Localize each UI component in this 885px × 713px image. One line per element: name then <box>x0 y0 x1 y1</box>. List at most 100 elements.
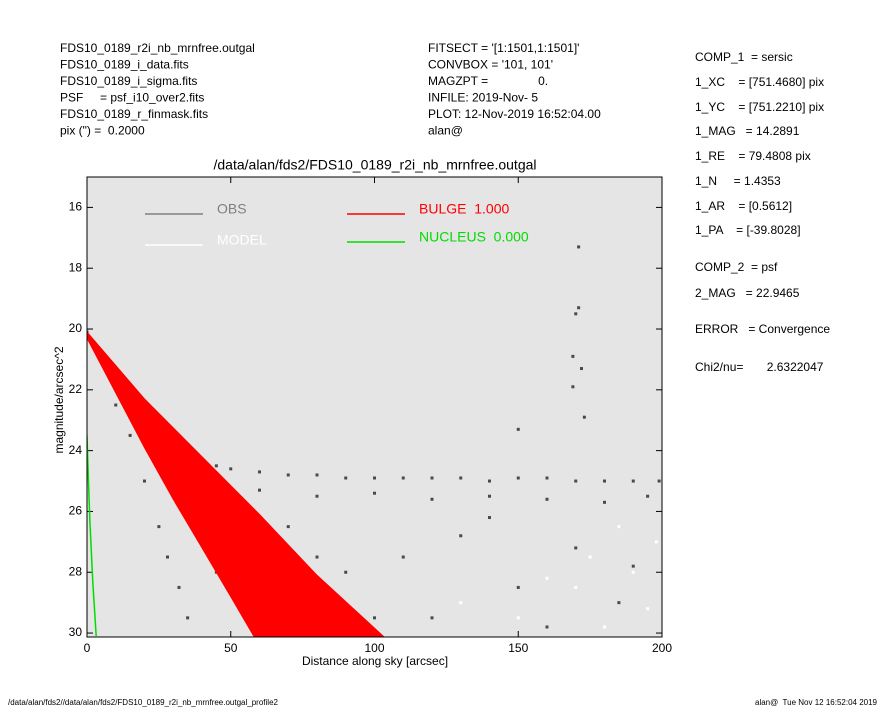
data-point <box>401 476 405 480</box>
info-middle: FITSECT = '[1:1501,1:1501]' <box>428 41 579 55</box>
legend-label: OBS <box>217 201 247 217</box>
profile-band <box>87 331 385 637</box>
info-right: 2_MAG = 22.9465 <box>695 286 800 300</box>
info-middle: alan@ <box>428 124 463 138</box>
data-point <box>315 555 319 559</box>
data-point <box>631 570 635 574</box>
data-point <box>488 516 491 520</box>
data-point <box>258 470 261 474</box>
data-point <box>128 433 132 437</box>
data-point <box>186 616 190 620</box>
legend-label: NUCLEUS 0.000 <box>419 229 529 245</box>
data-point <box>545 497 549 501</box>
info-right: 1_MAG = 14.2891 <box>695 124 800 138</box>
data-point <box>516 585 520 589</box>
info-right: 1_AR = [0.5612] <box>695 199 792 213</box>
x-tick-label: 0 <box>84 641 91 655</box>
x-axis-label: Distance along sky [arcsec] <box>302 654 448 668</box>
data-point <box>631 479 635 483</box>
info-middle: MAGZPT = 0. <box>428 74 548 88</box>
data-point <box>577 306 581 310</box>
info-right: Chi2/nu= 2.6322047 <box>695 360 824 374</box>
info-middle: PLOT: 12-Nov-2019 16:52:04.00 <box>428 107 601 121</box>
data-point <box>315 473 319 477</box>
data-point <box>459 476 463 480</box>
y-tick-label: 20 <box>69 321 83 335</box>
info-right: ERROR = Convergence <box>695 322 830 336</box>
x-tick-label: 200 <box>652 641 672 655</box>
profile-line <box>87 435 97 637</box>
info-left: FDS10_0189_r2i_nb_mrnfree.outgal <box>60 41 255 55</box>
data-point <box>258 488 261 492</box>
data-point <box>516 476 520 480</box>
info-left: PSF = psf_i10_over2.fits <box>60 91 204 105</box>
data-point <box>582 415 586 419</box>
data-point <box>286 525 290 529</box>
data-point <box>177 585 181 589</box>
data-point <box>214 464 218 468</box>
legend-label: BULGE 1.000 <box>419 201 509 217</box>
data-point <box>166 555 169 559</box>
info-right: 1_N = 1.4353 <box>695 174 781 188</box>
data-point <box>373 491 376 495</box>
data-point <box>631 564 635 568</box>
data-point <box>373 476 376 480</box>
data-point <box>488 494 491 498</box>
y-tick-label: 24 <box>69 443 83 457</box>
info-left: FDS10_0189_i_sigma.fits <box>60 74 197 88</box>
data-point <box>574 312 578 316</box>
data-point <box>315 494 319 498</box>
x-tick-label: 150 <box>508 641 528 655</box>
info-left: pix (") = 0.2000 <box>60 124 145 138</box>
plot-marks <box>87 245 661 637</box>
info-middle: CONVBOX = '101, 101' <box>428 58 553 72</box>
data-point <box>430 476 434 480</box>
info-middle: INFILE: 2019-Nov- 5 <box>428 91 538 105</box>
data-point <box>430 616 434 620</box>
y-tick-label: 28 <box>69 564 83 578</box>
info-left: FDS10_0189_i_data.fits <box>60 58 189 72</box>
plot-area <box>87 177 662 637</box>
data-point <box>143 479 146 483</box>
data-point <box>87 330 89 334</box>
data-point <box>114 403 118 407</box>
data-point <box>545 576 549 580</box>
data-point <box>373 616 376 620</box>
data-point <box>603 479 606 483</box>
y-tick-label: 18 <box>69 260 83 274</box>
data-point <box>229 467 233 471</box>
data-point <box>344 570 348 574</box>
data-point <box>459 534 463 538</box>
plot-border <box>86 176 663 638</box>
info-right: 1_XC = [751.4680] pix <box>695 75 824 89</box>
data-point <box>157 525 161 529</box>
info-right: 1_PA = [-39.8028] <box>695 223 801 237</box>
info-left: FDS10_0189_r_finmask.fits <box>60 107 208 121</box>
y-axis-label: magnitude/arcsec^2 <box>52 346 66 453</box>
data-point <box>603 625 606 629</box>
info-right: COMP_2 = psf <box>695 260 778 274</box>
data-point <box>430 497 434 501</box>
info-right: COMP_1 = sersic <box>695 50 793 64</box>
data-point <box>646 494 650 498</box>
data-point <box>577 245 581 249</box>
data-point <box>516 427 520 431</box>
data-point <box>545 476 549 480</box>
data-point <box>646 607 650 611</box>
data-point <box>603 500 606 504</box>
data-point <box>459 601 463 605</box>
data-point <box>571 354 575 358</box>
info-right: 1_RE = 79.4808 pix <box>695 149 811 163</box>
data-point <box>617 525 621 529</box>
data-point <box>580 367 583 371</box>
data-point <box>401 555 405 559</box>
y-tick-label: 22 <box>69 382 83 396</box>
data-point <box>344 476 348 480</box>
legend-label: MODEL <box>217 232 267 248</box>
footer-left: /data/alan/fds2//data/alan/fds2/FDS10_01… <box>8 698 279 707</box>
footer-right: alan@ Tue Nov 12 16:52:04 2019 <box>755 698 878 707</box>
y-tick-label: 16 <box>69 200 83 214</box>
chart-title: /data/alan/fds2/FDS10_0189_r2i_nb_mrnfre… <box>214 157 537 173</box>
data-point <box>657 479 661 483</box>
